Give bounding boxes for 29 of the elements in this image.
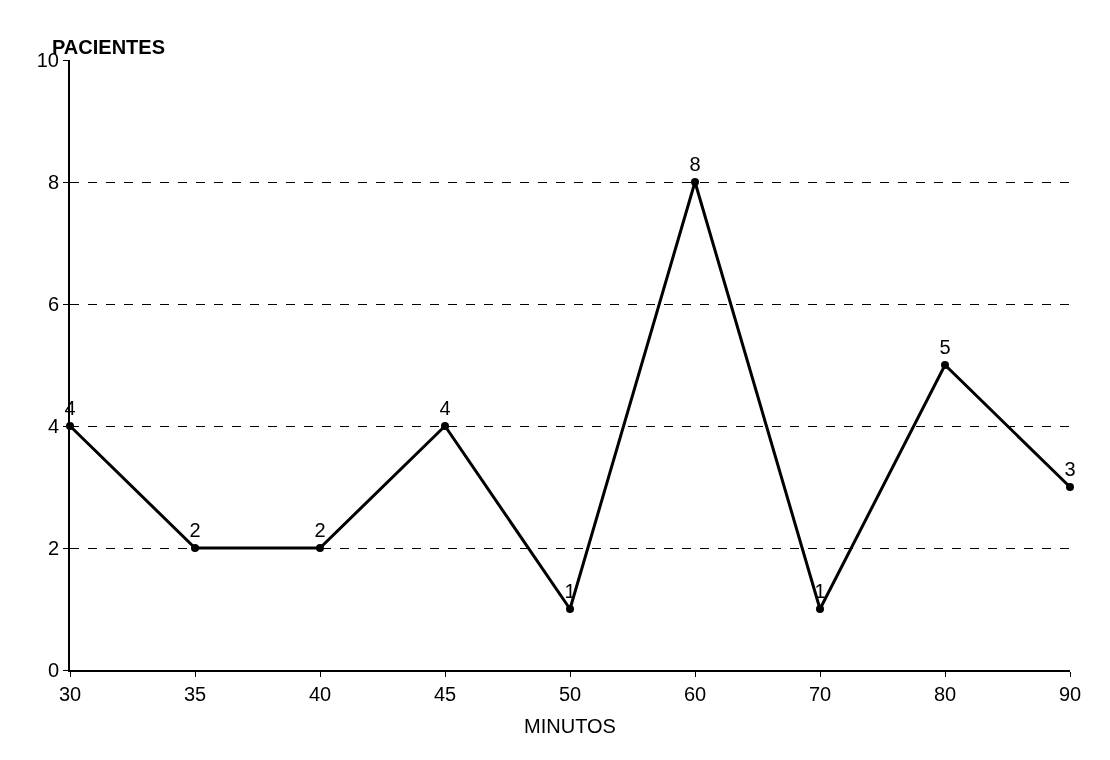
x-tick-label: 40 bbox=[308, 683, 332, 705]
point bbox=[1066, 483, 1074, 491]
point bbox=[816, 605, 824, 613]
data-label: 4 bbox=[439, 397, 451, 419]
data-label: 5 bbox=[939, 336, 951, 358]
x-tick-label: 35 bbox=[183, 683, 207, 705]
x-tick-label: 80 bbox=[933, 683, 957, 705]
x-tick-label: 90 bbox=[1058, 683, 1082, 705]
y-tick-label: 6 bbox=[47, 293, 59, 315]
x-tick-label: 60 bbox=[683, 683, 707, 705]
point bbox=[441, 422, 449, 430]
point bbox=[316, 544, 324, 552]
data-label: 2 bbox=[314, 519, 326, 541]
data-label: 3 bbox=[1064, 458, 1076, 480]
point bbox=[191, 544, 199, 552]
data-label: 8 bbox=[689, 153, 701, 175]
y-tick-label: 2 bbox=[47, 537, 59, 559]
x-axis-title: MINUTOS bbox=[524, 715, 616, 737]
x-tick-label: 45 bbox=[433, 683, 457, 705]
point bbox=[566, 605, 574, 613]
data-label: 2 bbox=[189, 519, 201, 541]
x-tick-label: 70 bbox=[808, 683, 832, 705]
y-tick-label: 8 bbox=[47, 171, 59, 193]
y-tick-label: 0 bbox=[47, 659, 59, 681]
x-tick-label: 50 bbox=[558, 683, 582, 705]
x-tick-label: 30 bbox=[58, 683, 82, 705]
point bbox=[691, 178, 699, 186]
point bbox=[941, 361, 949, 369]
y-tick-label: 4 bbox=[47, 415, 59, 437]
